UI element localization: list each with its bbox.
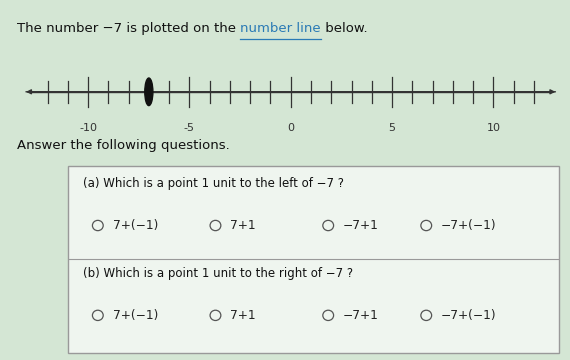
Text: The number −7 is plotted on the: The number −7 is plotted on the [17, 22, 241, 35]
Text: below.: below. [321, 22, 368, 35]
Text: −7+(−1): −7+(−1) [441, 309, 496, 322]
Text: 7+(−1): 7+(−1) [112, 219, 158, 232]
Text: -5: -5 [184, 123, 195, 133]
Text: 7+(−1): 7+(−1) [112, 309, 158, 322]
Text: −7+1: −7+1 [343, 309, 379, 322]
Text: number line: number line [241, 22, 321, 35]
Text: -10: -10 [79, 123, 97, 133]
Text: 5: 5 [389, 123, 396, 133]
Text: (b) Which is a point 1 unit to the right of −7 ?: (b) Which is a point 1 unit to the right… [83, 267, 353, 280]
Text: 0: 0 [287, 123, 294, 133]
Circle shape [145, 78, 153, 105]
Text: −7+1: −7+1 [343, 219, 379, 232]
Text: 7+1: 7+1 [230, 219, 256, 232]
Text: 7+1: 7+1 [230, 309, 256, 322]
Text: −7+(−1): −7+(−1) [441, 219, 496, 232]
Text: (a) Which is a point 1 unit to the left of −7 ?: (a) Which is a point 1 unit to the left … [83, 177, 344, 190]
Text: Answer the following questions.: Answer the following questions. [17, 139, 230, 152]
FancyBboxPatch shape [68, 166, 559, 353]
Text: 10: 10 [486, 123, 500, 133]
